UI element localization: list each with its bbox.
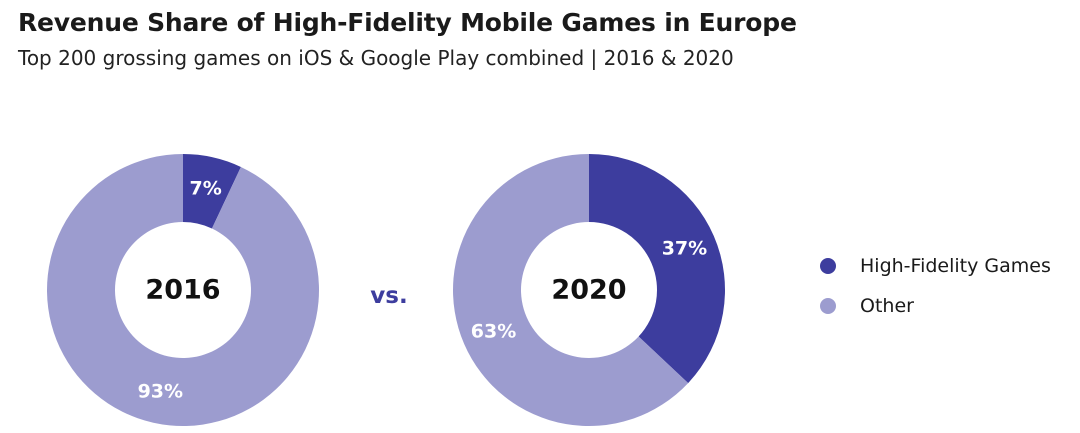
legend-item-other: Other [820, 286, 1051, 326]
legend-swatch-high-fidelity [820, 258, 836, 274]
slice-label-2020-other: 63% [471, 320, 516, 342]
slice-label-2016-high-fidelity-games: 7% [190, 178, 222, 200]
legend-swatch-other [820, 298, 836, 314]
slice-2016-high-fidelity-games [183, 154, 241, 229]
vs-separator: vs. [370, 283, 407, 309]
legend-label-high-fidelity: High-Fidelity Games [860, 255, 1051, 277]
slice-label-2016-other: 93% [138, 380, 183, 402]
slice-2020-high-fidelity-games [589, 154, 725, 384]
legend-item-high-fidelity: High-Fidelity Games [820, 246, 1051, 286]
slice-2016-other [46, 154, 319, 427]
center-label-2016: 2016 [145, 275, 220, 306]
legend-label-other: Other [860, 295, 914, 317]
chart-subtitle: Top 200 grossing games on iOS & Google P… [18, 46, 734, 70]
center-label-2020: 2020 [551, 275, 626, 306]
legend: High-Fidelity Games Other [820, 246, 1051, 326]
slice-2020-other [453, 154, 689, 426]
slice-label-2020-high-fidelity-games: 37% [662, 238, 707, 260]
chart-title: Revenue Share of High-Fidelity Mobile Ga… [18, 8, 797, 37]
